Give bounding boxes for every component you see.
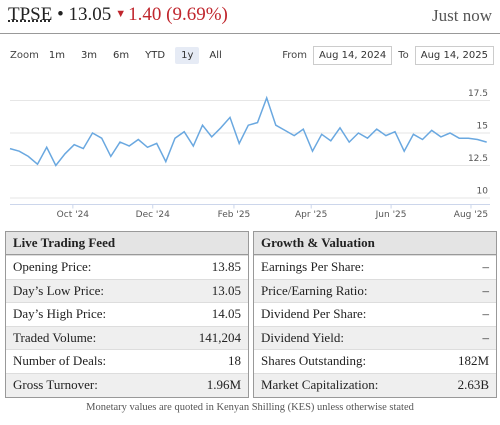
trading-table: Live Trading Feed Opening Price: 13.85 Day’… (5, 231, 249, 398)
table-row: Traded Volume: 141,204 (6, 325, 248, 350)
cell-value: 13.05 (211, 282, 241, 298)
cell-value: 1.96M (206, 376, 241, 392)
cell-label: Opening Price: (13, 259, 92, 274)
cell-label: Shares Outstanding: (261, 353, 367, 369)
table-header: Live Trading Feed (6, 232, 248, 255)
change: 1.40 (9.69%) (128, 4, 228, 25)
x-tick-label: Oct '24 (57, 210, 90, 220)
cell-label: Market Capitalization: (261, 376, 379, 392)
table-row: Day’s Low Price: 13.05 (6, 278, 248, 303)
valuation-table: Growth & Valuation Earnings Per Share: – Pr… (253, 231, 497, 398)
date-range: From Aug 14, 2024 To Aug 14, 2025 (282, 46, 494, 65)
table-row: Dividend Per Share: – (254, 302, 496, 326)
timestamp: Just now (432, 6, 492, 25)
x-tick-label: Jun '25 (375, 210, 407, 220)
divider (0, 33, 500, 34)
table-row: Day’s High Price: 14.05 (6, 302, 248, 326)
from-input[interactable]: Aug 14, 2024 (312, 46, 393, 65)
cell-label: Traded Volume: (13, 329, 97, 345)
cell-value: 182M (457, 353, 489, 369)
table-row: Number of Deals: 18 (6, 349, 248, 373)
table-header: Growth & Valuation (254, 232, 496, 255)
table-row: Earnings Per Share: – (254, 255, 496, 279)
x-tick-label: Dec '24 (136, 210, 170, 220)
cell-value: 2.63B (457, 376, 489, 392)
x-tick-label: Apr '25 (295, 210, 327, 220)
zoom-button[interactable]: All (209, 50, 222, 61)
x-tick-label: Feb '25 (218, 210, 251, 220)
cell-value: 13.85 (211, 259, 241, 274)
zoom-button[interactable]: 6m (113, 50, 130, 61)
zoom-button[interactable]: YTD (145, 50, 166, 61)
down-arrow: ▼ (115, 8, 127, 20)
to-label: To (398, 50, 409, 61)
y-tick-label: 12.5 (468, 154, 488, 164)
footnote: Monetary values are quoted in Kenyan Shi… (86, 402, 414, 413)
from-label: From (282, 50, 307, 61)
zoom-controls: Zoom 1m 3m 6m YTD 1y All (10, 47, 228, 64)
cell-label: Gross Turnover: (13, 376, 98, 392)
table-row: Gross Turnover: 1.96M (6, 372, 248, 397)
table-row: Shares Outstanding: 182M (254, 349, 496, 373)
table-row: Dividend Yield: – (254, 325, 496, 350)
ticker[interactable]: TPSE (8, 4, 53, 25)
cell-value: – (482, 282, 490, 298)
zoom-button[interactable]: 1m (48, 50, 65, 61)
table-row: Opening Price: 13.85 (6, 255, 248, 279)
cell-value: 18 (228, 353, 241, 369)
y-tick-label: 10 (477, 187, 489, 197)
cell-label: Day’s High Price: (13, 306, 107, 322)
price-line (9, 95, 487, 167)
table-row: Price/Earning Ratio: – (254, 278, 496, 303)
cell-label: Earnings Per Share: (261, 259, 365, 274)
cell-label: Day’s Low Price: (13, 282, 104, 298)
cell-value: 14.05 (211, 306, 241, 322)
y-tick-label: 17.5 (468, 89, 488, 99)
cell-value: – (482, 329, 490, 345)
table-row: Market Capitalization: 2.63B (254, 372, 496, 397)
price: 13.05 (68, 4, 112, 25)
zoom-label: Zoom (10, 50, 39, 61)
cell-value: 141,204 (198, 329, 241, 345)
cell-value: – (482, 259, 490, 274)
zoom-button[interactable]: 1y (175, 47, 200, 64)
x-tick-label: Aug '25 (454, 210, 488, 220)
quote-header: TPSE • 13.05 ▼ 1.40 (9.69%) (8, 4, 228, 25)
cell-label: Number of Deals: (13, 353, 107, 369)
y-tick-label: 15 (477, 122, 488, 132)
zoom-button[interactable]: 3m (80, 50, 98, 61)
price-chart: 10 12.5 15 17.5 Oct '24 Dec '24 Feb '25 Apr '25… (9, 89, 490, 220)
cell-label: Dividend Yield: (261, 329, 344, 345)
cell-label: Price/Earning Ratio: (261, 282, 368, 298)
cell-label: Dividend Per Share: (261, 306, 367, 322)
cell-value: – (482, 306, 490, 322)
to-input[interactable]: Aug 14, 2025 (414, 46, 494, 65)
